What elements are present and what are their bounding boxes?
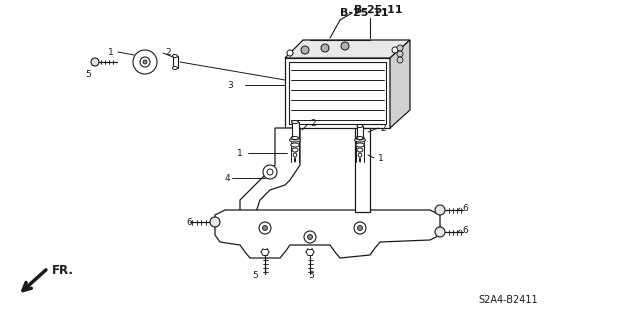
Polygon shape	[285, 58, 390, 128]
Circle shape	[210, 217, 220, 227]
Text: S2A4-B2411: S2A4-B2411	[478, 295, 538, 305]
Ellipse shape	[356, 136, 364, 140]
Circle shape	[392, 47, 398, 53]
Circle shape	[397, 57, 403, 63]
Text: 1: 1	[378, 154, 384, 163]
Polygon shape	[289, 62, 386, 124]
Bar	[291, 122, 298, 138]
Ellipse shape	[291, 121, 298, 124]
Polygon shape	[355, 128, 370, 212]
Text: 6: 6	[462, 204, 468, 212]
Text: 4: 4	[225, 173, 230, 182]
Circle shape	[358, 226, 362, 230]
Circle shape	[354, 222, 366, 234]
Circle shape	[263, 165, 277, 179]
Bar	[173, 56, 177, 68]
Ellipse shape	[291, 136, 299, 140]
Circle shape	[435, 205, 445, 215]
Circle shape	[397, 51, 403, 57]
Text: 5: 5	[252, 270, 258, 279]
Circle shape	[301, 46, 309, 54]
Text: 6: 6	[462, 226, 468, 235]
Text: 5: 5	[308, 270, 314, 279]
Polygon shape	[240, 128, 300, 215]
Ellipse shape	[358, 153, 362, 157]
Circle shape	[321, 44, 329, 52]
Circle shape	[140, 57, 150, 67]
Text: 1: 1	[237, 148, 243, 157]
Ellipse shape	[293, 153, 297, 157]
Text: B-25-11: B-25-11	[340, 8, 388, 18]
Ellipse shape	[294, 158, 296, 162]
Circle shape	[304, 231, 316, 243]
Circle shape	[307, 235, 312, 239]
Circle shape	[287, 50, 293, 56]
Text: 1: 1	[108, 47, 114, 57]
Polygon shape	[285, 40, 410, 58]
Circle shape	[435, 227, 445, 237]
Text: B-25-11: B-25-11	[354, 5, 403, 15]
Circle shape	[341, 42, 349, 50]
Circle shape	[262, 226, 268, 230]
Circle shape	[397, 45, 403, 51]
Ellipse shape	[173, 67, 177, 69]
Ellipse shape	[357, 124, 363, 127]
Text: 3: 3	[227, 81, 233, 90]
Text: 2: 2	[310, 118, 316, 127]
Circle shape	[143, 60, 147, 64]
Ellipse shape	[289, 138, 301, 142]
Circle shape	[259, 222, 271, 234]
Ellipse shape	[173, 54, 177, 58]
Bar	[357, 126, 363, 138]
Text: FR.: FR.	[52, 263, 74, 276]
Circle shape	[133, 50, 157, 74]
Ellipse shape	[292, 148, 298, 152]
Polygon shape	[390, 40, 410, 128]
Ellipse shape	[357, 148, 363, 152]
Text: 6: 6	[186, 218, 192, 227]
Ellipse shape	[291, 137, 298, 140]
Text: 2: 2	[165, 47, 171, 57]
Ellipse shape	[291, 143, 300, 147]
Text: 5: 5	[85, 69, 91, 78]
Ellipse shape	[357, 137, 363, 140]
Ellipse shape	[355, 138, 365, 142]
Circle shape	[267, 169, 273, 175]
Ellipse shape	[356, 143, 364, 147]
Circle shape	[91, 58, 99, 66]
Polygon shape	[215, 210, 440, 258]
Text: 2: 2	[380, 124, 386, 132]
